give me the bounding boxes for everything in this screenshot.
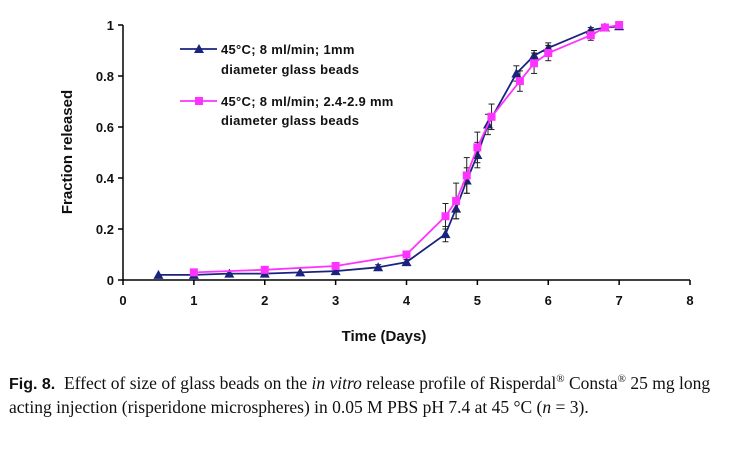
legend-label-series-1-line1: 45°C; 8 ml/min; 1mm	[221, 42, 355, 57]
data-point	[487, 112, 496, 121]
legend-entry-1: 45°C; 8 ml/min; 1mm diameter glass beads	[180, 42, 359, 77]
x-tick-label: 0	[119, 293, 126, 308]
x-tick-label: 3	[332, 293, 339, 308]
data-point	[530, 59, 539, 68]
data-point	[544, 49, 553, 58]
legend-marker-triangle	[194, 44, 204, 53]
y-tick-label: 0.4	[96, 171, 115, 186]
data-point	[189, 268, 198, 277]
y-tick-label: 0.8	[96, 69, 114, 84]
data-point	[402, 250, 411, 259]
data-point	[586, 31, 595, 40]
caption-label: Fig. 8.	[9, 376, 56, 393]
data-point	[295, 267, 306, 277]
x-tick-label: 2	[261, 293, 268, 308]
x-tick-label: 5	[474, 293, 481, 308]
x-tick-label: 7	[616, 293, 623, 308]
data-point	[260, 265, 269, 274]
data-point	[441, 212, 450, 221]
data-point	[153, 269, 164, 279]
legend: 45°C; 8 ml/min; 1mm diameter glass beads…	[180, 42, 394, 128]
data-point	[473, 143, 482, 152]
legend-marker-square	[195, 97, 203, 105]
data-point	[440, 229, 451, 239]
legend-label-series-1-line2: diameter glass beads	[221, 62, 359, 77]
x-ticks: 0 1 2 3 4 5 6 7 8	[119, 280, 694, 308]
caption-reg-1: ®	[556, 373, 565, 386]
caption-text-2: release profile of Risperdal	[361, 373, 557, 393]
series-2	[189, 21, 624, 277]
release-profile-chart: 0 0.2 0.4 0.6 0.8 1 0 1 2 3 4 5 6 7 8 Fraction releas…	[59, 18, 694, 345]
data-point	[511, 68, 522, 78]
legend-label-series-2-line2: diameter glass beads	[221, 113, 359, 128]
caption-reg-2: ®	[617, 373, 626, 386]
y-axis-title: Fraction released	[59, 90, 76, 214]
data-point	[331, 261, 340, 270]
x-axis-title: Time (Days)	[342, 328, 427, 345]
x-tick-label: 4	[403, 293, 411, 308]
legend-label-series-2-line1: 45°C; 8 ml/min; 2.4-2.9 mm	[221, 94, 394, 109]
y-tick-label: 1	[107, 18, 114, 33]
figure-caption: Fig. 8. Effect of size of glass beads on…	[9, 372, 749, 418]
data-point	[615, 21, 624, 29]
x-tick-label: 1	[190, 293, 197, 308]
data-point	[462, 171, 471, 180]
caption-n: n	[542, 397, 552, 417]
y-tick-label: 0	[107, 273, 114, 288]
data-point	[452, 196, 461, 205]
caption-text-3: Consta	[564, 373, 618, 393]
caption-text-4: 25 mg long acting injection (risperidone…	[9, 373, 711, 417]
caption-text-1: Effect of size of glass beads on the	[63, 373, 312, 393]
data-point	[600, 23, 609, 32]
data-point	[401, 257, 412, 267]
plot-axes	[122, 25, 690, 281]
series-1	[153, 21, 625, 279]
y-tick-label: 0.6	[96, 120, 114, 135]
x-tick-label: 8	[686, 293, 693, 308]
caption-text-5: = 3).	[551, 397, 589, 417]
y-ticks: 0 0.2 0.4 0.6 0.8 1	[96, 18, 123, 288]
data-point	[224, 268, 235, 278]
data-point	[330, 266, 341, 276]
series-layer	[153, 21, 625, 279]
legend-entry-2: 45°C; 8 ml/min; 2.4-2.9 mm diameter glas…	[180, 94, 394, 128]
caption-italic: in vitro	[311, 373, 362, 393]
y-tick-label: 0.2	[96, 222, 114, 237]
x-tick-label: 6	[545, 293, 552, 308]
data-point	[515, 77, 524, 86]
data-point	[373, 262, 384, 272]
